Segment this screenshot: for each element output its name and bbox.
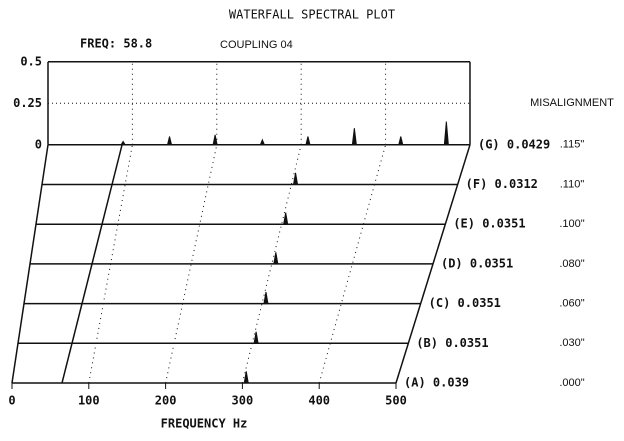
peak — [398, 136, 404, 146]
chart-title: WATERFALL SPECTRAL PLOT — [229, 8, 395, 22]
peak — [259, 138, 266, 146]
misalignment-label: .060" — [559, 298, 584, 310]
peak — [243, 371, 249, 384]
misalignment-label: .100" — [559, 218, 584, 230]
series-label: (B) 0.0351 — [416, 336, 488, 350]
misalignment-label: .115" — [560, 139, 585, 151]
peak — [305, 136, 311, 146]
freq-label: FREQ: 58.8 — [80, 37, 152, 51]
x-tick-label: 500 — [385, 394, 407, 408]
series-label: (E) 0.0351 — [453, 217, 525, 231]
misalignment-title: MISALIGNMENT — [530, 97, 614, 109]
x-tick-label: 0 — [8, 394, 15, 408]
peak — [283, 212, 289, 225]
y-tick-label: 0 — [35, 137, 42, 151]
x-tick-label: 300 — [232, 394, 254, 408]
series-label: (C) 0.0351 — [429, 296, 501, 310]
coupling-label: COUPLING 04 — [220, 39, 293, 51]
peak — [351, 128, 357, 146]
peak — [292, 172, 299, 185]
peak — [120, 140, 126, 146]
series-label: (G) 0.0429 — [478, 137, 550, 151]
peak — [443, 121, 449, 146]
y-tick-label: 0.5 — [20, 54, 42, 68]
misalignment-label: .030" — [559, 337, 584, 349]
series-label: (F) 0.0312 — [466, 177, 538, 191]
misalignment-label: .000" — [559, 377, 584, 389]
peak — [263, 291, 269, 305]
x-axis-label: FREQUENCY Hz — [161, 417, 248, 431]
peak — [166, 136, 173, 146]
series-label: (D) 0.0351 — [441, 256, 513, 270]
x-tick-label: 400 — [308, 394, 330, 408]
series-label: (A) 0.039 — [404, 376, 469, 390]
peak — [253, 331, 259, 344]
peak — [273, 252, 279, 265]
x-tick-label: 100 — [78, 394, 100, 408]
peak — [212, 134, 218, 146]
y-tick-label: 0.25 — [13, 96, 42, 110]
misalignment-label: .110" — [560, 178, 585, 190]
misalignment-label: .080" — [559, 258, 584, 270]
x-tick-label: 200 — [155, 394, 177, 408]
